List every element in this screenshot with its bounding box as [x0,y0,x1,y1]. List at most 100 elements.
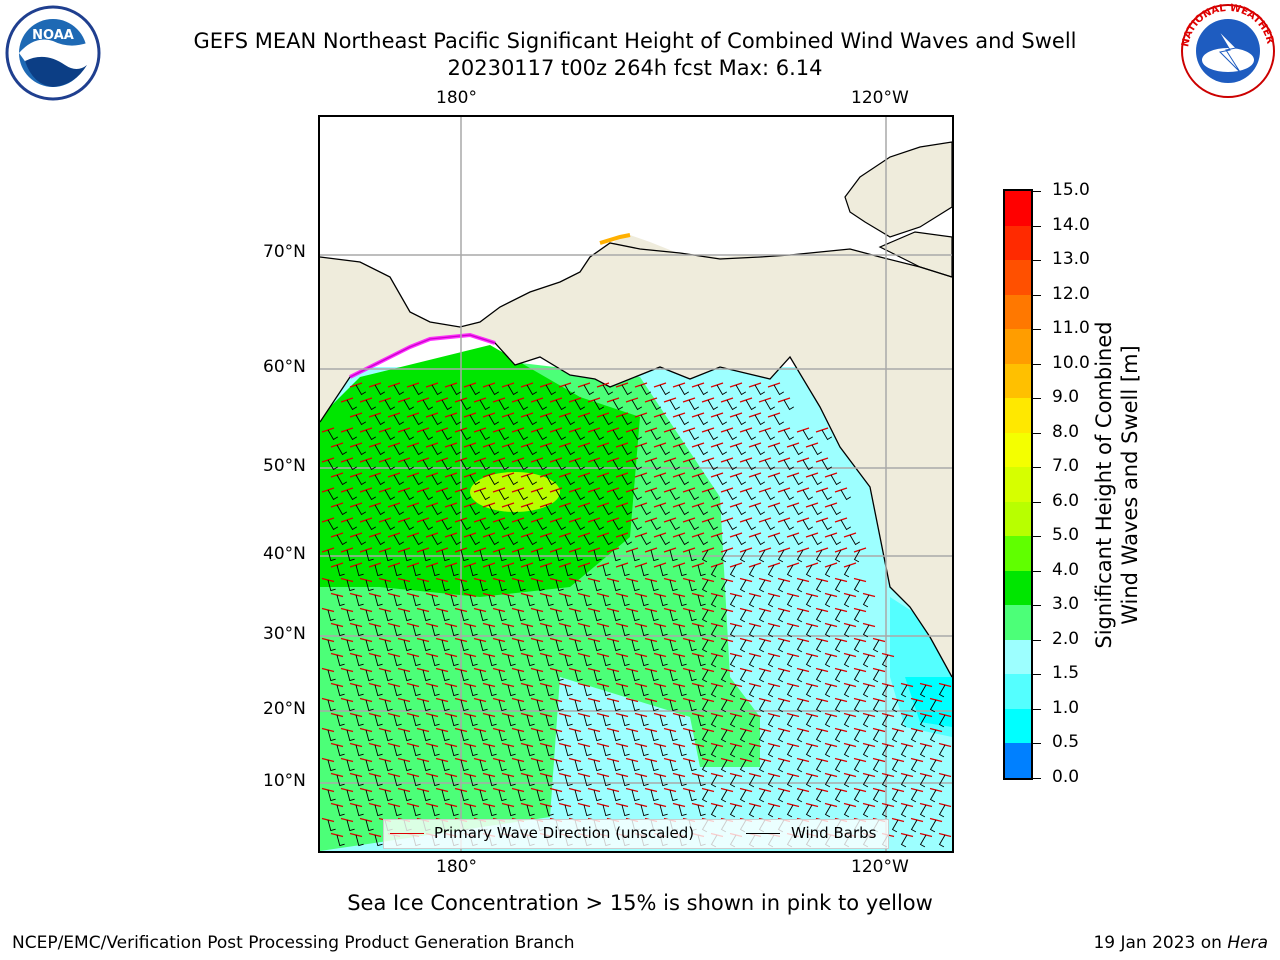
wind-barb [631,579,640,592]
wind-barb [583,684,592,697]
wind-barb [336,474,348,486]
wind-barb [815,579,823,593]
sea-ice-bering [349,332,496,379]
wind-barb [612,459,624,471]
wind-barb [507,624,516,637]
wind-barb [764,459,776,471]
colorbar-segment [1005,225,1031,261]
wind-barb [678,594,687,607]
colorbar-segment [1005,363,1031,399]
wind-barb [919,744,927,758]
wind-barb [678,474,690,486]
wind-barb [754,444,766,456]
wind-barb [450,594,459,607]
wind-barb [365,399,377,411]
wind-barb [488,444,500,456]
wind-barb [612,699,621,712]
wind-barb [678,624,687,637]
wind-barb [422,429,434,441]
wind-barb [729,654,737,668]
wind-barb [460,789,469,802]
wind-barb [441,789,450,802]
wind-barb [545,414,557,426]
wind-barb [764,429,776,441]
colorbar-tick-mark [1033,467,1041,469]
wind-barb [422,609,431,622]
wind-barb [498,429,510,441]
wind-barb [384,759,393,772]
wind-barb [729,624,737,638]
wind-barb [786,654,794,668]
wind-barb [498,399,510,411]
colorbar-tick-label: 5.0 [1052,525,1080,546]
wind-barb [498,609,507,622]
wind-barb [834,579,842,593]
wind-barb [758,789,766,803]
wind-barb [631,729,640,742]
wind-barb [767,624,775,638]
colorbar-tick-label: 3.0 [1052,594,1080,615]
wind-barb [564,594,573,607]
wind-barb [412,564,421,577]
wind-barb [862,804,870,818]
wind-barb [748,654,756,668]
wave-field-1-1-5m [905,677,952,727]
wind-barb [545,654,554,667]
wind-barb [488,594,497,607]
wind-barb [469,594,478,607]
wind-barb [739,669,747,683]
wind-barb [384,519,396,531]
wind-barb [422,519,434,531]
wind-barb [327,759,336,772]
wind-barb [834,549,842,563]
wind-barb [365,609,374,622]
wind-barb [659,504,671,516]
wind-barb [853,549,861,563]
wind-barb [650,669,659,682]
wind-barb [431,684,440,697]
wind-barb [374,624,383,637]
wind-barb [659,594,668,607]
wind-barb [650,459,662,471]
wind-barb [507,564,516,577]
wind-barb [678,684,687,697]
wind-barb [574,609,583,622]
wind-barb [498,579,507,592]
wind-barb [754,534,766,546]
wind-barb [384,639,393,652]
noaa-logo: NOAA [5,5,101,101]
wind-barb [748,624,756,638]
coastline-arctic [320,242,952,328]
wind-barb [555,759,564,772]
wind-barb [374,504,386,516]
wind-barb [346,549,355,562]
colorbar-tick-label: 0.0 [1052,767,1080,787]
wind-barb [821,429,833,441]
wind-barb [488,534,500,546]
wind-barb [526,774,535,787]
wind-barb [431,474,443,486]
wind-barb [393,624,402,637]
colorbar-tick-label: 11.0 [1052,318,1090,339]
wind-barb [796,609,804,623]
wind-barb [678,744,687,757]
wind-barb [612,789,621,802]
wind-barb [536,789,545,802]
wind-barb [336,594,345,607]
wind-barb [783,399,795,411]
wind-barb [805,714,813,728]
wind-barb [355,684,364,697]
wind-barb [881,714,889,728]
wind-barb [460,489,472,501]
wind-barb [834,789,842,803]
wind-barb [815,699,823,713]
wind-barb [777,759,785,773]
wind-barb [517,759,526,772]
wind-barb [574,549,583,562]
wind-barb [355,534,367,546]
wind-barb [830,534,842,546]
lat-label-10n: 10°N [263,771,306,791]
wind-barb [767,804,775,818]
wind-barb [919,684,927,698]
wind-barb [412,714,421,727]
